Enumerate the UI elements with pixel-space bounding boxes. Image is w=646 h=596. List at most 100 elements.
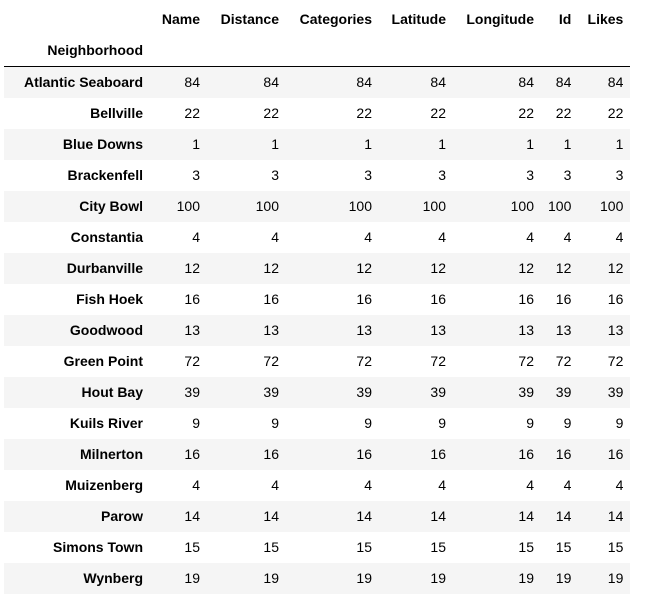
table-cell: 72 — [263, 353, 279, 369]
table-cell: 100 — [255, 198, 279, 214]
table-row: Brackenfell 3 3 3 3 3 3 3 — [4, 160, 631, 191]
table-cell: 15 — [184, 539, 200, 555]
table-cell: 14 — [356, 508, 372, 524]
table-cell: 19 — [356, 570, 372, 586]
table-cell: 22 — [263, 105, 279, 121]
table-cell: 16 — [263, 446, 279, 462]
table-cell: 16 — [184, 291, 200, 307]
table-cell: 16 — [263, 291, 279, 307]
table-cell: 72 — [555, 353, 572, 369]
table-cell: 72 — [184, 353, 200, 369]
column-header-row: Name Distance Categories Latitude Longit… — [4, 4, 630, 35]
table-cell: 100 — [422, 198, 446, 214]
table-cell: 22 — [518, 105, 534, 121]
empty-header-cell — [541, 35, 578, 67]
table-row: Wynberg 19 19 19 19 19 19 19 — [4, 563, 631, 594]
table-cell: 39 — [607, 384, 624, 400]
empty-header-cell — [453, 35, 541, 67]
table-cell: 14 — [184, 508, 200, 524]
table-cell: 100 — [510, 198, 534, 214]
table-cell: 16 — [607, 446, 624, 462]
table-cell: 39 — [518, 384, 534, 400]
column-header-distance: Distance — [220, 11, 279, 27]
row-label: Fish Hoek — [76, 291, 143, 307]
table-cell: 16 — [184, 446, 200, 462]
table-cell: 13 — [607, 322, 624, 338]
table-row: Simons Town 15 15 15 15 15 15 15 — [4, 532, 631, 563]
table-cell: 4 — [364, 229, 372, 245]
table-cell: 15 — [555, 539, 572, 555]
table-cell: 9 — [526, 415, 534, 431]
index-corner-cell — [4, 4, 150, 35]
table-cell: 13 — [263, 322, 279, 338]
table-cell: 15 — [607, 539, 624, 555]
table-cell: 15 — [518, 539, 534, 555]
row-label: Blue Downs — [62, 136, 143, 152]
table-cell: 22 — [607, 105, 624, 121]
row-label: Brackenfell — [67, 167, 143, 183]
table-cell: 14 — [555, 508, 572, 524]
table-cell: 4 — [526, 229, 534, 245]
table-cell: 4 — [192, 477, 200, 493]
row-label: Parow — [100, 508, 143, 524]
table-row: Durbanville 12 12 12 12 12 12 12 — [4, 253, 631, 284]
empty-header-cell — [207, 35, 286, 67]
table-cell: 16 — [356, 291, 372, 307]
table-cell: 3 — [271, 167, 279, 183]
table-row: Hout Bay 39 39 39 39 39 39 39 — [4, 377, 631, 408]
table-cell: 14 — [263, 508, 279, 524]
table-cell: 19 — [430, 570, 446, 586]
empty-header-cell — [150, 35, 207, 67]
table-cell: 100 — [176, 198, 200, 214]
table-cell: 16 — [518, 291, 534, 307]
table-cell: 84 — [263, 74, 279, 90]
table-cell: 22 — [430, 105, 446, 121]
table-cell: 12 — [607, 260, 624, 276]
table-cell: 4 — [364, 477, 372, 493]
table-row: Atlantic Seaboard 84 84 84 84 84 84 84 — [4, 66, 631, 98]
table-cell: 14 — [518, 508, 534, 524]
table-cell: 15 — [263, 539, 279, 555]
table-cell: 84 — [607, 74, 624, 90]
table-cell: 3 — [192, 167, 200, 183]
row-label: City Bowl — [79, 198, 143, 214]
row-label: Muizenberg — [65, 477, 143, 493]
table-cell: 16 — [518, 446, 534, 462]
column-header-categories: Categories — [299, 11, 372, 27]
row-label: Milnerton — [80, 446, 143, 462]
empty-header-cell — [379, 35, 453, 67]
table-cell: 13 — [356, 322, 372, 338]
table-cell: 15 — [356, 539, 372, 555]
table-cell: 84 — [184, 74, 200, 90]
table-cell: 9 — [615, 415, 624, 431]
row-label: Wynberg — [83, 570, 143, 586]
table-cell: 16 — [430, 446, 446, 462]
row-label: Goodwood — [69, 322, 143, 338]
table-cell: 16 — [430, 291, 446, 307]
table-cell: 39 — [356, 384, 372, 400]
table-cell: 12 — [518, 260, 534, 276]
row-label: Green Point — [63, 353, 143, 369]
table-cell: 12 — [356, 260, 372, 276]
table-cell: 72 — [518, 353, 534, 369]
table-cell: 1 — [563, 136, 572, 152]
table-row: Milnerton 16 16 16 16 16 16 16 — [4, 439, 631, 470]
table-row: Fish Hoek 16 16 16 16 16 16 16 — [4, 284, 631, 315]
table-cell: 16 — [607, 291, 624, 307]
row-label: Durbanville — [66, 260, 143, 276]
column-header-longitude: Longitude — [466, 11, 534, 27]
table-cell: 19 — [555, 570, 572, 586]
table-row: Muizenberg 4 4 4 4 4 4 4 — [4, 470, 631, 501]
table-cell: 1 — [615, 136, 624, 152]
table-cell: 9 — [438, 415, 446, 431]
table-body: Atlantic Seaboard 84 84 84 84 84 84 84 Bellville… — [4, 66, 631, 594]
table-cell: 3 — [526, 167, 534, 183]
dataframe-table: Name Distance Categories Latitude Longit… — [4, 4, 631, 594]
table-cell: 15 — [430, 539, 446, 555]
table-row: City Bowl 100 100 100 100 100 100 100 — [4, 191, 631, 222]
table-cell: 72 — [607, 353, 624, 369]
table-cell: 9 — [364, 415, 372, 431]
table-cell: 19 — [184, 570, 200, 586]
table-cell: 4 — [438, 229, 446, 245]
